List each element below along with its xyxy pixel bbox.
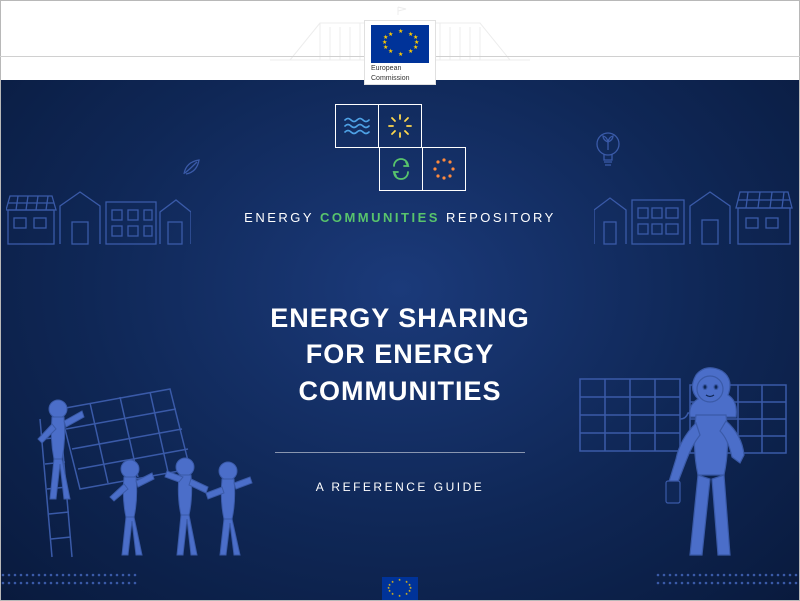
dots-strip-right <box>655 571 800 587</box>
houses-right-illustration <box>594 178 794 248</box>
dots-circle-icon <box>431 156 457 182</box>
cover-page: ★ ★ ★ ★ ★ ★ ★ ★ ★ ★ ★ ★ European Commiss… <box>0 0 800 601</box>
sun-icon <box>387 113 413 139</box>
eu-flag-icon: ★ ★ ★ ★ ★ ★ ★ ★ ★ ★ ★ ★ <box>371 25 429 63</box>
logo-cell-dots <box>422 147 466 191</box>
title-line-3: COMMUNITIES <box>299 376 502 406</box>
waves-icon <box>344 116 370 136</box>
ec-logo-box: ★ ★ ★ ★ ★ ★ ★ ★ ★ ★ ★ ★ European Commiss… <box>364 20 436 85</box>
title-line-2: FOR ENERGY <box>306 339 495 369</box>
people-solar-left-illustration <box>10 369 260 559</box>
people-solar-right-illustration <box>570 339 790 559</box>
cycle-icon <box>388 156 414 182</box>
dots-strip-left <box>0 571 140 587</box>
main-cover-area: ENERGY COMMUNITIES REPOSITORY <box>0 80 800 601</box>
lightbulb-plant-icon <box>594 128 622 174</box>
footer-eu-flag-icon: ★ ★ ★ ★ ★ ★ ★ ★ ★ ★ ★ ★ <box>382 577 418 601</box>
brand-word-2: COMMUNITIES <box>320 210 440 225</box>
leaf-icon <box>181 156 203 178</box>
logo-cell-cycle <box>379 147 423 191</box>
ec-label-line1: European <box>371 65 401 73</box>
subtitle-divider <box>275 452 525 453</box>
houses-left-illustration <box>6 182 191 247</box>
header-band: ★ ★ ★ ★ ★ ★ ★ ★ ★ ★ ★ ★ European Commiss… <box>0 0 800 80</box>
brand-word-1: ENERGY <box>244 210 314 225</box>
brand-logo-grid <box>335 104 465 190</box>
logo-cell-sun <box>378 104 422 148</box>
ec-label-line2: Commission <box>371 75 410 83</box>
brand-word-3: REPOSITORY <box>446 210 556 225</box>
logo-cell-waves <box>335 104 379 148</box>
title-line-1: ENERGY SHARING <box>270 303 530 333</box>
